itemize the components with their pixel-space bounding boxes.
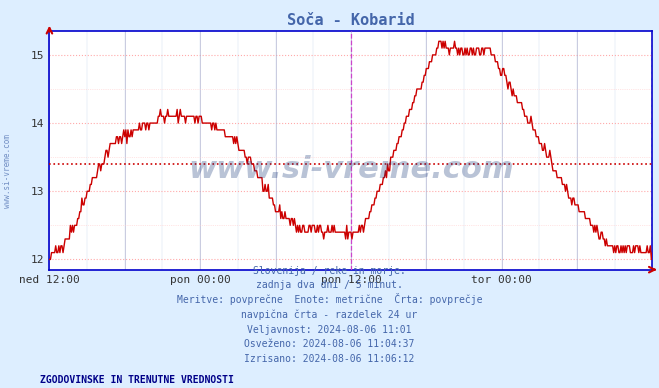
Text: Izrisano: 2024-08-06 11:06:12: Izrisano: 2024-08-06 11:06:12 xyxy=(244,354,415,364)
Text: Osveženo: 2024-08-06 11:04:37: Osveženo: 2024-08-06 11:04:37 xyxy=(244,339,415,349)
Text: ZGODOVINSKE IN TRENUTNE VREDNOSTI: ZGODOVINSKE IN TRENUTNE VREDNOSTI xyxy=(40,374,233,385)
Text: www.si-vreme.com: www.si-vreme.com xyxy=(3,134,13,208)
Text: zadnja dva dni / 5 minut.: zadnja dva dni / 5 minut. xyxy=(256,280,403,290)
Text: navpična črta - razdelek 24 ur: navpična črta - razdelek 24 ur xyxy=(241,309,418,320)
Title: Soča - Kobarid: Soča - Kobarid xyxy=(287,14,415,28)
Text: www.si-vreme.com: www.si-vreme.com xyxy=(188,155,514,184)
Text: Meritve: povprečne  Enote: metrične  Črta: povprečje: Meritve: povprečne Enote: metrične Črta:… xyxy=(177,293,482,305)
Text: Slovenija / reke in morje.: Slovenija / reke in morje. xyxy=(253,265,406,275)
Text: Veljavnost: 2024-08-06 11:01: Veljavnost: 2024-08-06 11:01 xyxy=(247,324,412,334)
